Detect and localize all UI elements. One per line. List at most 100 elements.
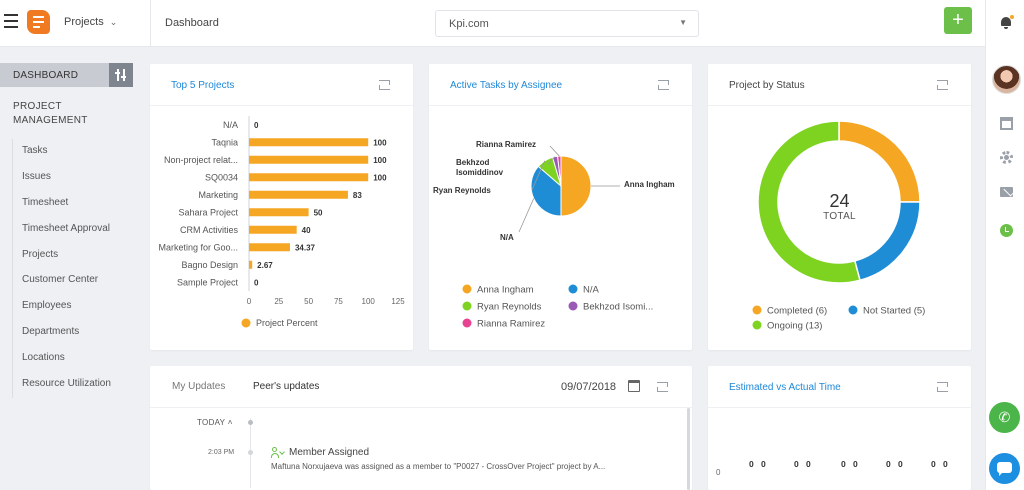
sidebar-dashboard-tab[interactable]: DASHBOARD <box>0 63 133 87</box>
legend-label: Ryan Reynolds <box>477 302 542 313</box>
notification-bell-icon[interactable] <box>1000 15 1014 29</box>
tune-icon[interactable] <box>109 63 133 87</box>
chevron-down-icon: ⌄ <box>109 17 118 27</box>
legend-dot <box>462 318 472 328</box>
category-label: Sahara Project <box>178 207 238 217</box>
top-projects-card: Top 5 Projects N/A 0 Taqnia 100 Non-project … <box>150 64 413 350</box>
pie-label: Rianna Ramirez <box>476 140 536 149</box>
legend-dot <box>462 301 472 311</box>
legend-dot <box>848 305 858 315</box>
clock-icon[interactable] <box>1000 224 1013 237</box>
project-status-card: Project by Status Completed (6) Not Start… <box>708 64 971 350</box>
add-button[interactable]: + <box>944 7 972 34</box>
data-label: 50 <box>314 208 323 217</box>
site-select[interactable]: Kpi.com ▼ <box>435 10 699 37</box>
leader-line <box>547 156 556 165</box>
data-label: 0 <box>931 459 936 469</box>
phone-icon[interactable]: ✆ <box>989 402 1020 433</box>
sidebar-item-employees[interactable]: Employees <box>22 300 72 312</box>
data-label: 100 <box>373 138 387 147</box>
pie-slice <box>530 165 562 217</box>
card-title: Active Tasks by Assignee <box>450 80 563 91</box>
mail-icon[interactable] <box>1000 187 1013 197</box>
updates-card: My Updates Peer's updates 09/07/2018 TOD… <box>150 366 692 490</box>
card-header: Estimated vs Actual Time <box>708 366 971 408</box>
breadcrumb: Dashboard <box>165 17 219 29</box>
legend-dot <box>752 320 762 330</box>
sidebar-item-tasks[interactable]: Tasks <box>22 145 48 156</box>
data-label: 100 <box>373 156 387 165</box>
data-label: 34.37 <box>295 243 316 252</box>
scrollbar[interactable] <box>687 408 690 490</box>
sidebar-item-timesheet[interactable]: Timesheet <box>22 196 69 208</box>
pie-label: Isomiddinov <box>456 168 504 177</box>
data-label: 0 <box>841 459 846 469</box>
project-selector[interactable]: Projects ⌄ <box>64 16 117 28</box>
event-description: Maftuna Norxujaeva was assigned as a mem… <box>271 462 606 471</box>
chat-icon[interactable] <box>989 453 1020 484</box>
assignee-pie-chart: Anna Ingham N/A Ryan Reynolds BekhzodIsomid… <box>433 140 675 330</box>
donut-slice <box>757 120 861 284</box>
tick-label: 25 <box>274 297 283 306</box>
sidebar-item-departments[interactable]: Departments <box>22 326 80 338</box>
data-label: 0 <box>853 459 858 469</box>
tick-label: 0 <box>716 468 721 477</box>
refresh-icon[interactable] <box>937 79 949 91</box>
sidebar-item-customer-center[interactable]: Customer Center <box>22 274 99 286</box>
top-bar: Projects ⌄ Dashboard Kpi.com ▼ + <box>0 0 985 47</box>
status-donut-chart: Completed (6) Not Started (5) Ongoing (13) <box>752 120 925 332</box>
avatar[interactable] <box>992 65 1021 94</box>
event-time: 2:03 PM <box>208 449 235 456</box>
refresh-icon[interactable] <box>379 79 391 91</box>
legend-label: Anna Ingham <box>477 285 534 296</box>
tab-my-updates[interactable]: My Updates <box>172 381 226 392</box>
sidebar-item-resource-utilization[interactable]: Resource Utilization <box>22 378 111 390</box>
estimated-actual-chart: 00 0 0 0 0 0 0 0 0 0 <box>716 459 948 477</box>
timeline-dot <box>248 450 253 455</box>
data-label: 0 <box>749 459 754 469</box>
card-header: Active Tasks by Assignee <box>429 64 692 106</box>
donut-total-value: 24 <box>829 191 850 211</box>
tab-peers-updates[interactable]: Peer's updates <box>253 381 320 392</box>
refresh-icon[interactable] <box>657 381 669 393</box>
site-select-value: Kpi.com <box>449 18 489 30</box>
data-label: 0 <box>806 459 811 469</box>
event-title: Member Assigned <box>289 447 370 458</box>
legend-dot <box>462 284 472 294</box>
app-logo[interactable] <box>27 10 50 34</box>
category-label: Taqnia <box>211 137 238 147</box>
donut-total-label: TOTAL <box>823 211 856 222</box>
card-title: Project by Status <box>729 80 805 91</box>
menu-icon[interactable] <box>4 14 18 30</box>
refresh-icon[interactable] <box>937 381 949 393</box>
sidebar-item-issues[interactable]: Issues <box>22 170 51 182</box>
sidebar-section-title: PROJECT MANAGEMENT <box>13 101 88 126</box>
timeline-group-label[interactable]: TODAY ˄ <box>197 418 233 427</box>
donut-slice <box>838 120 921 203</box>
data-label: 0 <box>886 459 891 469</box>
legend-label: Ongoing (13) <box>767 321 822 332</box>
sidebar-item-timesheet-approval[interactable]: Timesheet Approval <box>22 222 111 234</box>
pie-label: Bekhzod <box>456 158 489 167</box>
legend-dot <box>568 284 578 294</box>
card-title: Top 5 Projects <box>171 80 235 91</box>
layout-icon[interactable] <box>1000 117 1013 130</box>
sidebar: DASHBOARD PROJECT MANAGEMENT Tasks Issue… <box>0 48 143 490</box>
updates-timeline: TODAY ˄ 2:03 PM Member Assigned Maftuna … <box>150 408 692 490</box>
calendar-icon[interactable] <box>628 380 640 392</box>
sidebar-item-locations[interactable]: Locations <box>22 352 65 364</box>
data-label: 0 <box>761 459 766 469</box>
updates-date[interactable]: 09/07/2018 <box>561 381 617 393</box>
bar <box>249 138 369 147</box>
pie-label: N/A <box>500 233 514 242</box>
card-header: My Updates Peer's updates 09/07/2018 <box>150 366 692 408</box>
timeline-dot <box>248 420 253 425</box>
tick-label: 125 <box>391 297 405 306</box>
tick-label: 50 <box>304 297 313 306</box>
refresh-icon[interactable] <box>658 79 670 91</box>
bar <box>249 173 369 182</box>
card-title: Estimated vs Actual Time <box>729 382 841 393</box>
sidebar-item-projects[interactable]: Projects <box>22 248 59 260</box>
gear-icon[interactable] <box>1000 151 1013 164</box>
legend-dot <box>241 318 251 328</box>
